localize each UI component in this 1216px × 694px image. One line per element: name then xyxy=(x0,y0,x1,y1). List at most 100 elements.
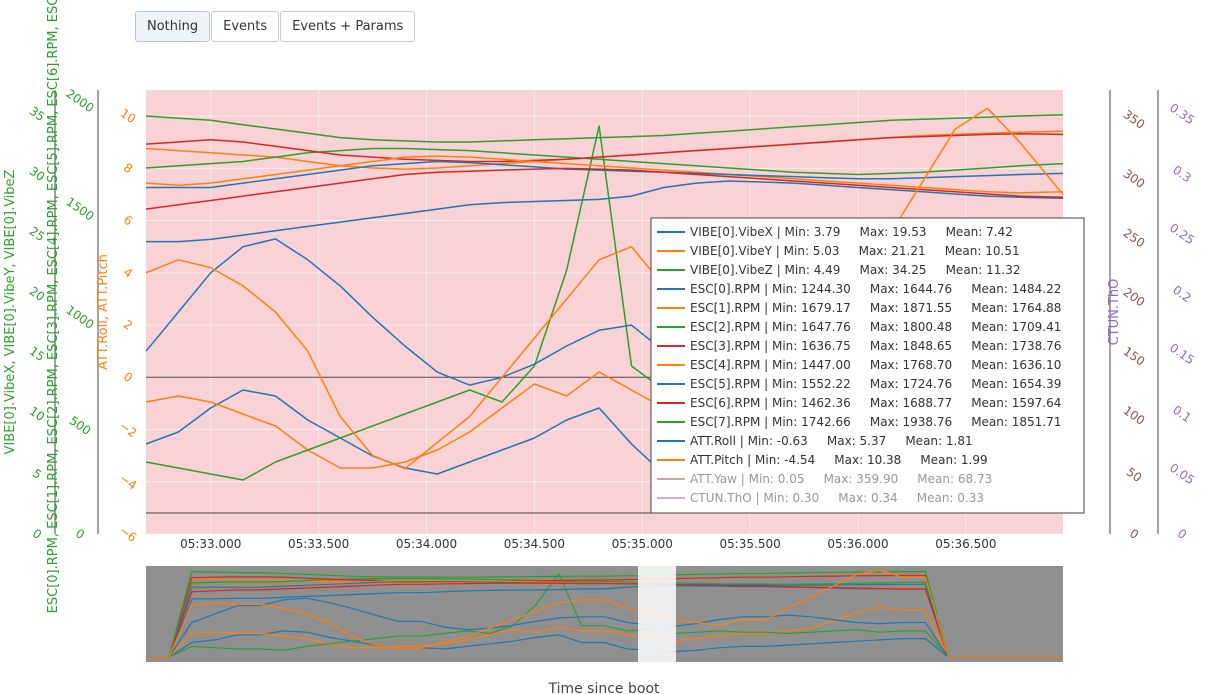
y-tick-label: 10 xyxy=(27,404,48,424)
mini-series-line xyxy=(146,630,1063,658)
y-tick-label: 4 xyxy=(121,265,135,281)
y-tick-label: 5 xyxy=(30,466,44,482)
mode-button-group: Nothing Events Events + Params xyxy=(135,11,416,42)
legend-item[interactable]: ATT.Yaw | Min: 0.05 Max: 359.90 Mean: 68… xyxy=(657,472,992,486)
x-tick-label: 05:36.000 xyxy=(827,537,888,551)
y-tick-label: 0.2 xyxy=(1170,283,1194,305)
mini-series-line xyxy=(146,597,1063,658)
y-axis-title: ESC[0].RPM, ESC[1].RPM, ESC[2].RPM, ESC[… xyxy=(46,0,61,613)
legend-item[interactable]: ESC[6].RPM | Min: 1462.36 Max: 1688.77 M… xyxy=(657,396,1061,410)
y-tick-label: −4 xyxy=(117,471,140,493)
y-axis-title: ATT.Roll, ATT.Pitch xyxy=(96,254,111,370)
range-slider-traces xyxy=(146,569,1063,658)
mini-series-line xyxy=(146,582,1063,658)
y-tick-label: 150 xyxy=(1121,344,1148,369)
legend-label: CTUN.ThO | Min: 0.30 Max: 0.34 Mean: 0.3… xyxy=(690,491,984,505)
legend-label: ESC[4].RPM | Min: 1447.00 Max: 1768.70 M… xyxy=(690,358,1061,372)
series-line-esc-6-rpm xyxy=(145,167,1064,210)
y-tick-label: 10 xyxy=(118,106,139,126)
mini-series-line xyxy=(146,570,1063,658)
mini-series-line xyxy=(146,572,1063,658)
y-tick-label: 35 xyxy=(27,104,48,124)
y-tick-label: 1500 xyxy=(63,195,96,224)
legend-label: ESC[0].RPM | Min: 1244.30 Max: 1644.76 M… xyxy=(690,282,1061,296)
range-slider[interactable] xyxy=(146,566,1063,662)
legend-label: ESC[2].RPM | Min: 1647.76 Max: 1800.48 M… xyxy=(690,320,1061,334)
legend-label: ESC[3].RPM | Min: 1636.75 Max: 1848.65 M… xyxy=(690,339,1061,353)
y-tick-label: −6 xyxy=(117,523,140,545)
legend-item[interactable]: ESC[0].RPM | Min: 1244.30 Max: 1644.76 M… xyxy=(657,282,1061,296)
legend-label: ATT.Roll | Min: -0.63 Max: 5.37 Mean: 1.… xyxy=(690,434,973,448)
y-tick-label: 0.1 xyxy=(1170,403,1194,425)
y-tick-label: 30 xyxy=(27,164,48,184)
y-tick-label: 2000 xyxy=(63,86,96,115)
y-tick-label: 50 xyxy=(1124,465,1145,485)
mini-series-line xyxy=(146,569,1063,658)
series-line-att-pitch xyxy=(145,107,1064,470)
y-tick-label: 0 xyxy=(121,369,135,385)
y-tick-label: 0.05 xyxy=(1167,461,1197,488)
legend-item[interactable]: VIBE[0].VibeX | Min: 3.79 Max: 19.53 Mea… xyxy=(657,225,1013,239)
series-line-esc-3-rpm xyxy=(145,133,1064,163)
x-tick-label: 05:35.500 xyxy=(719,537,780,551)
series-line-esc-7-rpm xyxy=(145,114,1064,143)
legend-label: ESC[7].RPM | Min: 1742.66 Max: 1938.76 M… xyxy=(690,415,1061,429)
legend-box xyxy=(650,217,1085,514)
legend-item[interactable]: CTUN.ThO | Min: 0.30 Max: 0.34 Mean: 0.3… xyxy=(657,491,984,505)
x-tick-label: 05:33.000 xyxy=(180,537,241,551)
legend-item[interactable]: ESC[3].RPM | Min: 1636.75 Max: 1848.65 M… xyxy=(657,339,1061,353)
legend-item[interactable]: ATT.Pitch | Min: -4.54 Max: 10.38 Mean: … xyxy=(657,453,988,467)
y-tick-label: 300 xyxy=(1121,166,1148,191)
y-tick-label: 100 xyxy=(1121,403,1148,428)
y-tick-label: 1000 xyxy=(63,303,96,332)
y-tick-label: 0 xyxy=(1175,526,1189,542)
left-inner-axis: −6 −4 −2 0 2 4 6 8 10 ATT.Roll, ATT.Pitch xyxy=(96,106,139,545)
legend-item[interactable]: VIBE[0].VibeZ | Min: 4.49 Max: 34.25 Mea… xyxy=(657,263,1021,277)
x-axis-title: Time since boot xyxy=(547,681,660,694)
x-tick-label: 05:34.500 xyxy=(504,537,565,551)
y-axis-title: CTUN.ThO xyxy=(1107,279,1122,346)
legend-label: VIBE[0].VibeZ | Min: 4.49 Max: 34.25 Mea… xyxy=(690,263,1021,277)
y-tick-label: 0.25 xyxy=(1167,221,1197,248)
y-tick-label: 500 xyxy=(67,413,94,438)
mini-series-line xyxy=(146,577,1063,658)
series-line-esc-4-rpm xyxy=(145,155,1064,194)
y-tick-label: 20 xyxy=(27,284,48,304)
y-tick-label: 0.3 xyxy=(1170,163,1194,185)
y-tick-label: 15 xyxy=(27,344,48,364)
y-tick-label: 8 xyxy=(121,160,135,176)
nothing-button[interactable]: Nothing xyxy=(135,11,211,42)
legend-item[interactable]: ESC[7].RPM | Min: 1742.66 Max: 1938.76 M… xyxy=(657,415,1061,429)
y-tick-label: 6 xyxy=(121,213,135,229)
legend-item[interactable]: ATT.Roll | Min: -0.63 Max: 5.37 Mean: 1.… xyxy=(657,434,973,448)
y-axis-title: VIBE[0].VibeX, VIBE[0].VibeY, VIBE[0].Vi… xyxy=(3,169,18,454)
series-line-esc-2-rpm xyxy=(145,147,1064,176)
legend-item[interactable]: ESC[5].RPM | Min: 1552.22 Max: 1724.76 M… xyxy=(657,377,1061,391)
y-tick-label: 0 xyxy=(73,526,87,542)
mini-series-line xyxy=(146,606,1063,658)
y-tick-label: 0 xyxy=(1127,526,1141,542)
y-tick-label: 0.35 xyxy=(1167,101,1197,128)
events-params-button[interactable]: Events + Params xyxy=(280,11,416,42)
legend-label: ATT.Pitch | Min: -4.54 Max: 10.38 Mean: … xyxy=(690,453,988,467)
legend-label: ESC[5].RPM | Min: 1552.22 Max: 1724.76 M… xyxy=(690,377,1061,391)
events-button[interactable]: Events xyxy=(211,11,280,42)
legend[interactable]: VIBE[0].VibeX | Min: 3.79 Max: 19.53 Mea… xyxy=(650,217,1085,514)
legend-item[interactable]: ESC[1].RPM | Min: 1679.17 Max: 1871.55 M… xyxy=(657,301,1061,315)
legend-item[interactable]: VIBE[0].VibeY | Min: 5.03 Max: 21.21 Mea… xyxy=(657,244,1020,258)
range-slider-window[interactable] xyxy=(638,566,676,662)
y-tick-label: 25 xyxy=(27,224,48,244)
y-tick-label: 350 xyxy=(1121,107,1148,132)
x-tick-label: 05:34.000 xyxy=(396,537,457,551)
y-tick-label: −2 xyxy=(117,419,140,441)
legend-label: VIBE[0].VibeY | Min: 5.03 Max: 21.21 Mea… xyxy=(690,244,1020,258)
legend-label: VIBE[0].VibeX | Min: 3.79 Max: 19.53 Mea… xyxy=(690,225,1013,239)
y-tick-label: 2 xyxy=(121,317,135,333)
legend-item[interactable]: ESC[2].RPM | Min: 1647.76 Max: 1800.48 M… xyxy=(657,320,1061,334)
mini-series-line xyxy=(146,574,1063,658)
x-axis: 05:33.000 05:33.500 05:34.000 05:34.500 05:3… xyxy=(180,537,996,551)
legend-item[interactable]: ESC[4].RPM | Min: 1447.00 Max: 1768.70 M… xyxy=(657,358,1061,372)
x-tick-label: 05:36.500 xyxy=(935,537,996,551)
